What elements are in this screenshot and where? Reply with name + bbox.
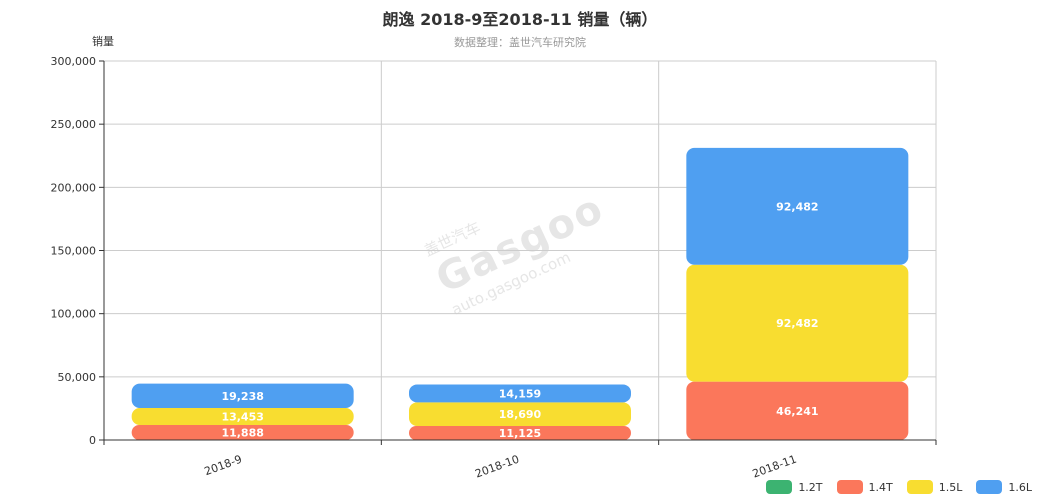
- y-tick-label: 250,000: [51, 118, 97, 131]
- y-tick-label: 200,000: [51, 181, 97, 194]
- y-tick-label: 100,000: [51, 308, 97, 321]
- bar-segment-1-5l: [131, 407, 354, 425]
- bar-data-label: 14,159: [499, 387, 541, 400]
- x-tick-label: 2018-10: [473, 453, 521, 481]
- legend-item[interactable]: 1.6L: [976, 480, 1032, 494]
- bar-segment-1-5l: [686, 264, 909, 382]
- bar-segment-1-6l: [686, 147, 909, 265]
- bar-data-label: 92,482: [776, 317, 818, 330]
- legend-swatch: [976, 480, 1003, 494]
- legend-swatch: [766, 480, 793, 494]
- bar-data-label: 18,690: [499, 408, 542, 421]
- bar-segment-1-5l: [409, 402, 631, 426]
- bar-segment-1-4t: [686, 381, 909, 440]
- bar-segment-1-6l: [409, 384, 631, 403]
- legend-label: 1.5L: [938, 480, 963, 494]
- x-tick-label: 2018-9: [203, 453, 244, 479]
- bar-segment-1-6l: [131, 383, 354, 408]
- legend-label: 1.6L: [1008, 480, 1032, 494]
- bar-data-label: 11,125: [499, 427, 541, 440]
- bar-segment-1-4t: [131, 424, 354, 440]
- bar-data-label: 13,453: [221, 410, 263, 423]
- bar-data-label: 92,482: [776, 200, 818, 213]
- y-tick-label: 150,000: [51, 245, 97, 258]
- x-tick-label: 2018-11: [751, 453, 799, 481]
- legend-item[interactable]: 1.5L: [906, 480, 963, 494]
- legend: 1.2T 1.4T 1.5L 1.6L: [766, 480, 1032, 494]
- bar-data-label: 46,241: [776, 405, 818, 418]
- y-axis-label: 销量: [92, 35, 114, 48]
- chart-subtitle: 数据整理：盖世汽车研究院: [454, 36, 586, 49]
- bar-segment-1-4t: [409, 425, 631, 440]
- legend-swatch: [906, 480, 933, 494]
- legend-swatch: [836, 480, 863, 494]
- legend-label: 1.2T: [798, 480, 823, 494]
- y-tick-label: 0: [89, 434, 96, 447]
- chart-title: 朗逸 2018-9至2018-11 销量（辆）: [382, 10, 658, 29]
- bar-data-label: 11,888: [221, 426, 263, 439]
- bar-data-label: 19,238: [221, 390, 263, 403]
- bars-layer: 11,888 13,453 19,238 11,125 18,690 14,159 46,2…: [131, 147, 909, 440]
- y-tick-label: 50,000: [58, 371, 97, 384]
- legend-item[interactable]: 1.2T: [766, 480, 823, 494]
- legend-label: 1.4T: [868, 480, 893, 494]
- y-tick-label: 300,000: [51, 55, 97, 68]
- legend-item[interactable]: 1.4T: [836, 480, 893, 494]
